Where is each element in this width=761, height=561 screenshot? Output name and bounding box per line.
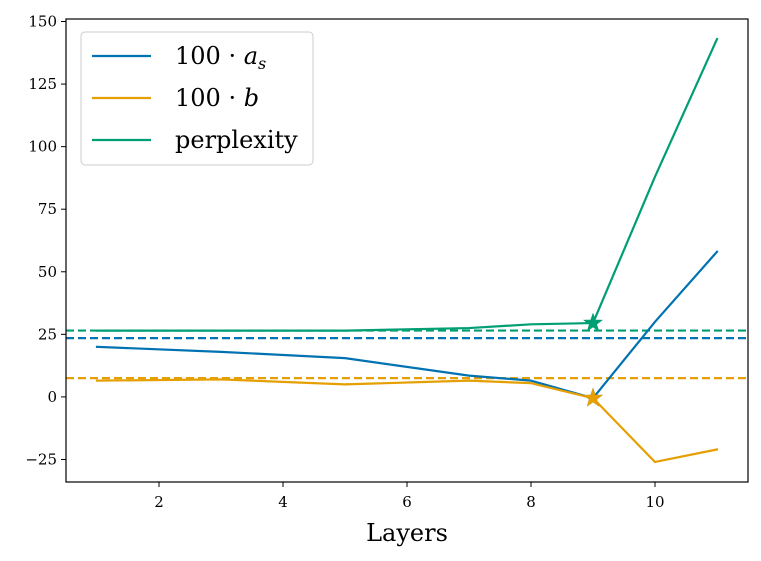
y-tick-label: 50 xyxy=(38,263,57,281)
y-tick-label: −25 xyxy=(25,450,57,468)
series-line-2 xyxy=(95,37,719,332)
y-tick-label: 150 xyxy=(28,13,57,31)
y-tick-label: 0 xyxy=(47,388,57,406)
x-tick-label: 6 xyxy=(402,493,412,511)
y-axis: −25 0 25 50 75 100 125 150 xyxy=(25,13,66,468)
legend-label-0: 100 · as xyxy=(175,42,266,73)
x-axis-label: Layers xyxy=(366,519,448,547)
legend-box xyxy=(80,31,314,166)
x-tick-label: 10 xyxy=(645,493,664,511)
legend: 100 · as 100 · b perplexity xyxy=(80,31,314,166)
x-tick-label: 2 xyxy=(154,493,164,511)
x-tick-label: 8 xyxy=(526,493,536,511)
series-line-0 xyxy=(95,250,719,400)
plot-content xyxy=(66,37,748,464)
plot-area xyxy=(66,37,748,464)
x-axis: 2 4 6 8 10 xyxy=(154,482,665,511)
star-marker-1 xyxy=(582,387,604,407)
series-line-1 xyxy=(95,378,719,464)
y-tick-label: 25 xyxy=(38,325,57,343)
legend-label-2: perplexity xyxy=(175,126,298,154)
x-tick-label: 4 xyxy=(278,493,288,511)
legend-label-1: 100 · b xyxy=(175,84,259,112)
y-tick-label: 125 xyxy=(28,75,57,93)
y-tick-label: 75 xyxy=(38,200,57,218)
star-marker-2 xyxy=(582,312,604,332)
y-tick-label: 100 xyxy=(28,138,57,156)
